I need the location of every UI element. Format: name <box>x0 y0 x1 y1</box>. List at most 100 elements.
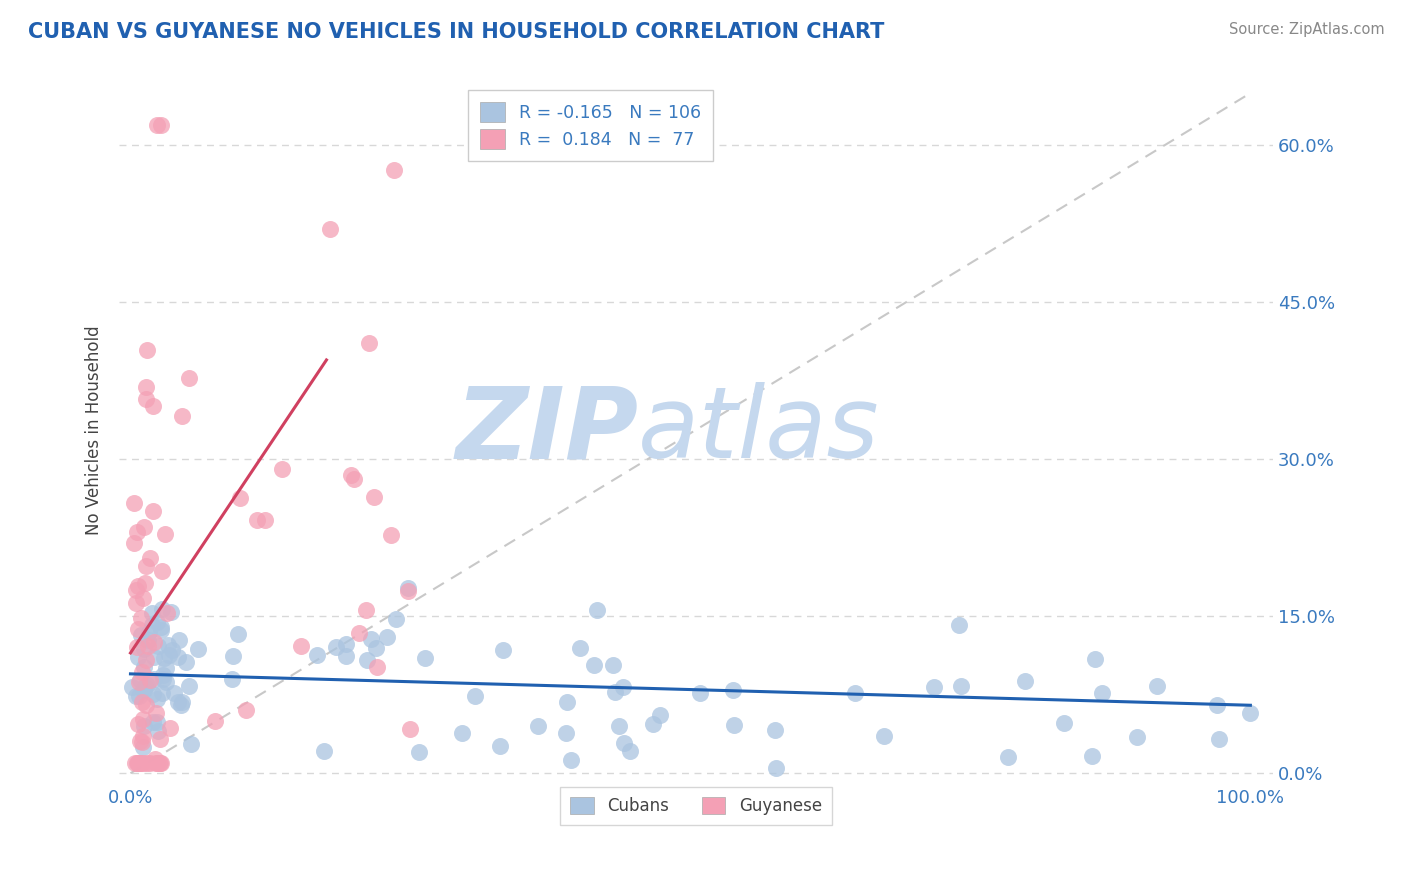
Point <box>136 639 159 653</box>
Point <box>135 559 157 574</box>
Point <box>125 689 148 703</box>
Point <box>641 716 664 731</box>
Point <box>132 756 155 770</box>
Point <box>689 686 711 700</box>
Point <box>129 733 152 747</box>
Point <box>131 665 153 680</box>
Point <box>125 524 148 539</box>
Point <box>124 596 146 610</box>
Point <box>157 638 180 652</box>
Point <box>605 685 627 699</box>
Point <box>128 756 150 770</box>
Point <box>122 536 145 550</box>
Point <box>134 575 156 590</box>
Point <box>127 716 149 731</box>
Point <box>153 527 176 541</box>
Point <box>155 675 177 690</box>
Point <box>1084 651 1107 665</box>
Point <box>135 652 157 666</box>
Point <box>187 641 209 656</box>
Point <box>364 640 387 655</box>
Point <box>132 682 155 697</box>
Point <box>138 624 160 639</box>
Point <box>290 639 312 653</box>
Point <box>141 504 163 518</box>
Point <box>396 581 419 595</box>
Point <box>1126 730 1149 744</box>
Point <box>136 756 159 770</box>
Point <box>142 634 165 648</box>
Point <box>143 752 166 766</box>
Point <box>648 708 671 723</box>
Point <box>1081 748 1104 763</box>
Point <box>139 550 162 565</box>
Point <box>1053 716 1076 731</box>
Point <box>613 736 636 750</box>
Point <box>408 745 430 759</box>
Point <box>170 695 193 709</box>
Point <box>135 698 157 712</box>
Point <box>1206 698 1229 712</box>
Point <box>174 655 197 669</box>
Point <box>619 744 641 758</box>
Point <box>132 642 155 657</box>
Point <box>121 680 143 694</box>
Point <box>950 679 973 693</box>
Point <box>160 643 183 657</box>
Point <box>146 692 169 706</box>
Point <box>1091 686 1114 700</box>
Point <box>312 744 335 758</box>
Point <box>555 695 578 709</box>
Point <box>127 622 149 636</box>
Point <box>723 718 745 732</box>
Point <box>450 726 472 740</box>
Point <box>145 756 167 770</box>
Point <box>319 222 342 236</box>
Point <box>129 756 152 770</box>
Point <box>143 672 166 686</box>
Point <box>347 626 370 640</box>
Point <box>127 649 149 664</box>
Point <box>128 674 150 689</box>
Point <box>150 685 173 699</box>
Point <box>145 706 167 720</box>
Point <box>385 612 408 626</box>
Point <box>384 163 406 178</box>
Point <box>138 633 160 648</box>
Point <box>166 649 188 664</box>
Point <box>127 579 149 593</box>
Point <box>569 640 592 655</box>
Point <box>221 673 243 687</box>
Point <box>132 719 155 733</box>
Point <box>157 648 180 662</box>
Point <box>142 399 165 413</box>
Point <box>127 756 149 770</box>
Point <box>1239 706 1261 721</box>
Point <box>132 730 155 744</box>
Point <box>765 761 787 775</box>
Point <box>139 756 162 770</box>
Point <box>160 605 183 619</box>
Point <box>335 637 357 651</box>
Point <box>997 750 1019 764</box>
Point <box>125 640 148 654</box>
Point <box>134 679 156 693</box>
Text: ZIP: ZIP <box>456 382 638 479</box>
Point <box>149 756 172 770</box>
Legend: Cubans, Guyanese: Cubans, Guyanese <box>560 787 832 825</box>
Point <box>155 661 177 675</box>
Point <box>366 659 388 673</box>
Point <box>354 603 377 617</box>
Point <box>229 491 252 505</box>
Point <box>359 336 381 351</box>
Point <box>142 650 165 665</box>
Y-axis label: No Vehicles in Household: No Vehicles in Household <box>86 326 103 535</box>
Point <box>167 695 190 709</box>
Point <box>254 513 277 527</box>
Point <box>922 681 945 695</box>
Point <box>721 682 744 697</box>
Point <box>145 756 167 770</box>
Point <box>356 653 378 667</box>
Point <box>131 611 153 625</box>
Point <box>167 632 190 647</box>
